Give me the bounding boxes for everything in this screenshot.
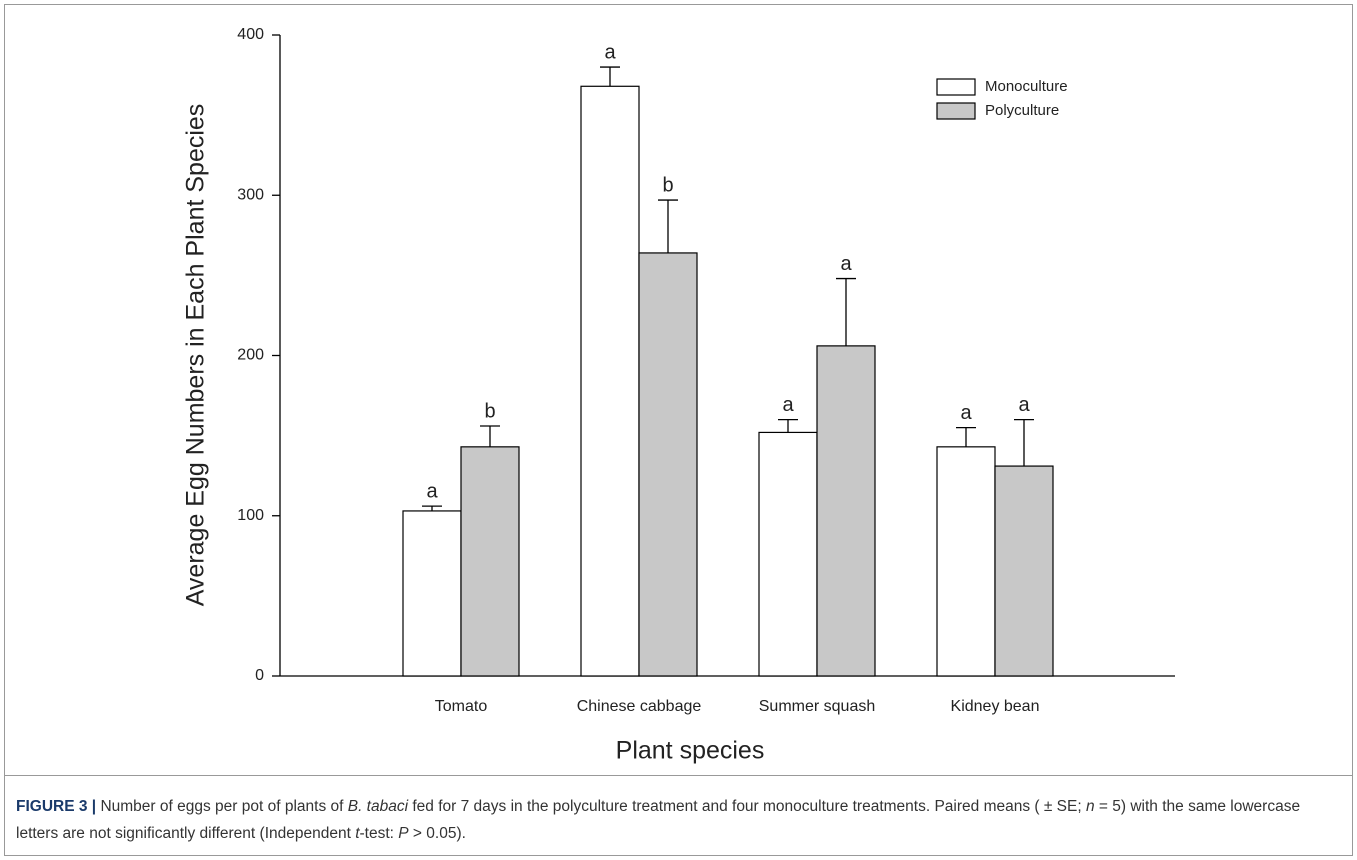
legend-label: Polyculture bbox=[985, 102, 1059, 119]
x-tick-label: Summer squash bbox=[759, 698, 876, 715]
caption-text: B. tabaci bbox=[347, 798, 409, 815]
frame bbox=[4, 4, 1353, 856]
bar bbox=[758, 431, 818, 677]
error-bar bbox=[422, 505, 442, 511]
significance-letter: b bbox=[484, 400, 495, 422]
legend-swatch bbox=[936, 102, 976, 120]
bar bbox=[994, 465, 1054, 677]
y-tick-label: 100 bbox=[237, 507, 264, 524]
caption-text: = 5) with the same lowercase letters are… bbox=[16, 798, 1305, 842]
legend-label: Monoculture bbox=[985, 78, 1068, 95]
bar bbox=[638, 252, 698, 677]
bar bbox=[580, 85, 640, 677]
caption-text: Number of eggs per pot of plants of bbox=[96, 798, 348, 815]
significance-letter: a bbox=[840, 253, 852, 275]
caption: FIGURE 3 | Number of eggs per pot of pla… bbox=[16, 793, 1346, 847]
caption-text: fed for 7 days in the polyculture treatm… bbox=[408, 798, 1086, 815]
y-tick-label: 0 bbox=[255, 667, 264, 684]
error-bar bbox=[658, 199, 678, 253]
caption-text: FIGURE 3 | bbox=[16, 798, 97, 815]
y-tick-label: 200 bbox=[237, 347, 264, 364]
x-tick-label: Tomato bbox=[435, 698, 488, 715]
caption-text: > 0.05). bbox=[408, 825, 466, 842]
y-tick-label: 400 bbox=[237, 26, 264, 43]
error-bar bbox=[600, 66, 620, 87]
error-bar bbox=[480, 425, 500, 447]
error-bar bbox=[1014, 418, 1034, 467]
legend-swatch bbox=[936, 78, 976, 96]
caption-text: t bbox=[355, 825, 360, 842]
bar bbox=[936, 446, 996, 677]
error-bar bbox=[778, 418, 798, 433]
caption-text: P bbox=[398, 825, 409, 842]
x-tick-label: Chinese cabbage bbox=[577, 698, 702, 715]
y-tick-label: 300 bbox=[237, 186, 264, 203]
significance-letter: a bbox=[604, 41, 616, 63]
y-axis-title: Average Egg Numbers in Each Plant Specie… bbox=[182, 104, 210, 607]
x-tick-label: Kidney bean bbox=[951, 698, 1040, 715]
error-bar bbox=[836, 277, 856, 346]
x-axis-title: Plant species bbox=[616, 737, 765, 765]
bar bbox=[460, 446, 520, 677]
error-bar bbox=[956, 426, 976, 447]
significance-letter: b bbox=[662, 174, 673, 196]
bar bbox=[816, 345, 876, 677]
bar bbox=[402, 510, 462, 677]
caption-text: n bbox=[1085, 798, 1095, 815]
caption-text: -test: bbox=[359, 825, 399, 842]
significance-letter: a bbox=[782, 394, 794, 416]
significance-letter: a bbox=[960, 402, 972, 424]
significance-letter: a bbox=[1018, 394, 1030, 416]
significance-letter: a bbox=[426, 480, 438, 502]
